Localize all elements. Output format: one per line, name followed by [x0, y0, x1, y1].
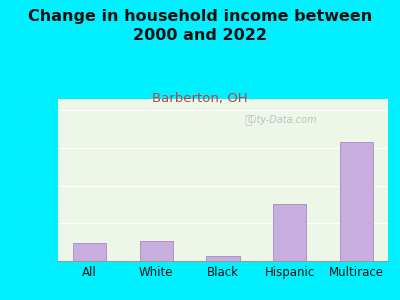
- Text: Barberton, OH: Barberton, OH: [152, 92, 248, 104]
- Bar: [273, 205, 306, 261]
- Text: ⓘ: ⓘ: [244, 114, 252, 127]
- Text: City-Data.com: City-Data.com: [248, 115, 317, 125]
- Bar: [206, 256, 240, 261]
- Bar: [140, 242, 173, 261]
- Bar: [340, 142, 373, 261]
- Text: Change in household income between
2000 and 2022: Change in household income between 2000 …: [28, 9, 372, 43]
- Bar: [73, 243, 106, 261]
